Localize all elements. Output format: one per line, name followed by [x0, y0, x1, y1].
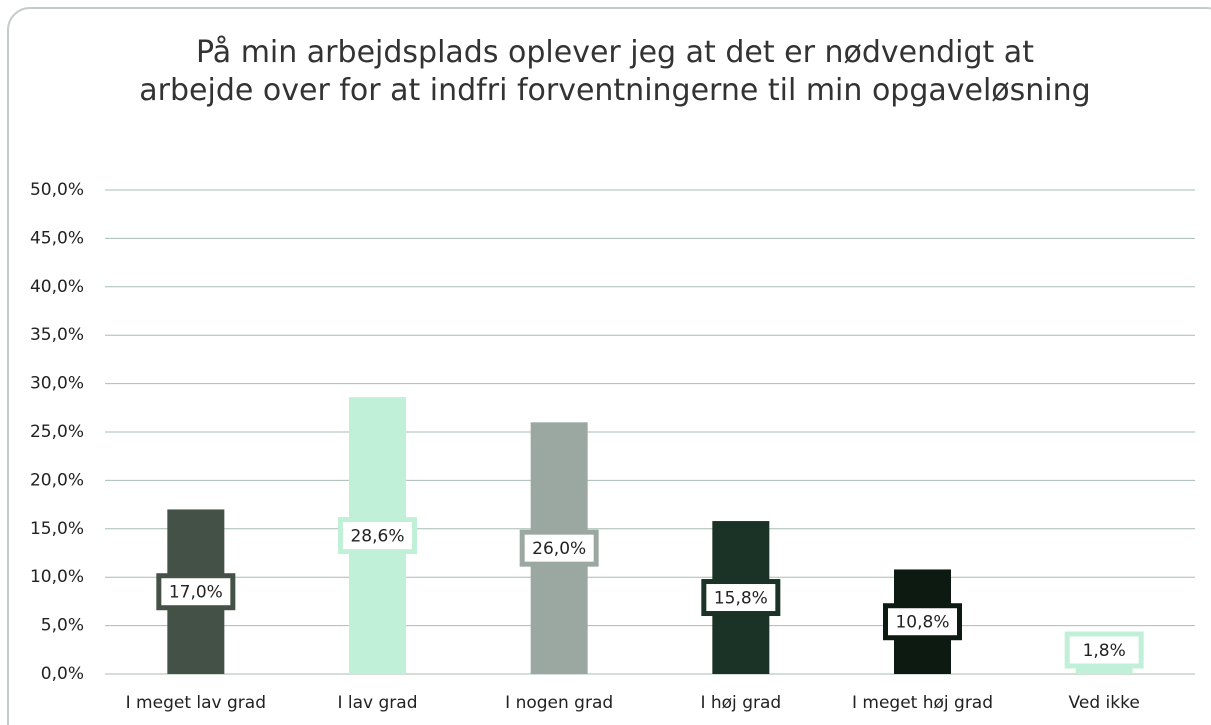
- x-tick-label: I meget høj grad: [852, 693, 993, 713]
- data-label-box: [338, 517, 417, 555]
- x-tick-label: I lav grad: [337, 693, 417, 713]
- data-label-box: [701, 579, 781, 617]
- data-label: 1,8%: [1083, 641, 1126, 661]
- data-label: 17,0%: [169, 583, 223, 603]
- data-label: 10,8%: [895, 613, 949, 633]
- data-label-box: [156, 573, 236, 611]
- chart-frame: [7, 7, 1211, 725]
- y-tick-label: 45,0%: [30, 228, 84, 248]
- data-label: 28,6%: [350, 527, 404, 547]
- y-tick-label: 5,0%: [41, 616, 84, 636]
- data-label-box: [883, 603, 962, 641]
- data-label: 15,8%: [714, 589, 768, 609]
- x-tick-label: I meget lav grad: [126, 693, 266, 713]
- chart-title: På min arbejdsplads oplever jeg at det e…: [139, 35, 1091, 108]
- y-tick-label: 35,0%: [30, 325, 84, 345]
- y-tick-label: 40,0%: [30, 277, 84, 297]
- y-tick-label: 50,0%: [30, 180, 84, 200]
- y-tick-label: 20,0%: [30, 470, 84, 490]
- y-tick-label: 15,0%: [30, 519, 84, 539]
- x-tick-label: I nogen grad: [505, 693, 613, 713]
- y-tick-label: 25,0%: [30, 422, 84, 442]
- y-tick-label: 0,0%: [41, 664, 84, 684]
- y-tick-label: 10,0%: [30, 567, 84, 587]
- x-tick-label: I høj grad: [700, 693, 781, 713]
- y-tick-label: 30,0%: [30, 374, 84, 394]
- data-label: 26,0%: [532, 539, 586, 559]
- data-label-box: [1064, 631, 1144, 669]
- x-tick-label: Ved ikke: [1069, 693, 1140, 713]
- data-label-box: [519, 529, 599, 567]
